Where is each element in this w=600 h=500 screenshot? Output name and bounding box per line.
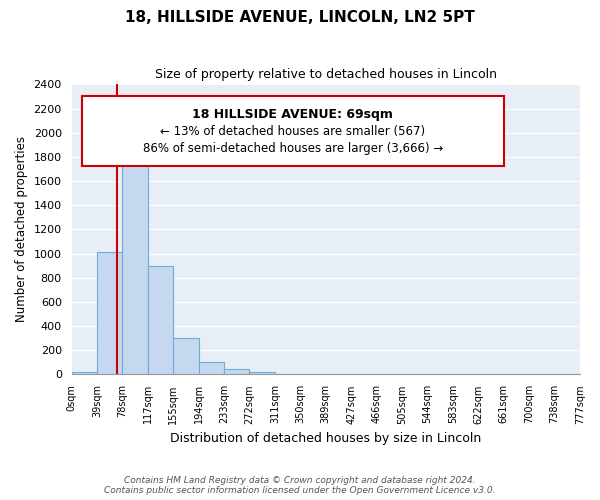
- Y-axis label: Number of detached properties: Number of detached properties: [15, 136, 28, 322]
- Bar: [250, 372, 275, 374]
- Text: 86% of semi-detached houses are larger (3,666) →: 86% of semi-detached houses are larger (…: [143, 142, 443, 156]
- Bar: [97, 252, 122, 374]
- X-axis label: Distribution of detached houses by size in Lincoln: Distribution of detached houses by size …: [170, 432, 481, 445]
- Text: Contains HM Land Registry data © Crown copyright and database right 2024.
Contai: Contains HM Land Registry data © Crown c…: [104, 476, 496, 495]
- Text: 18, HILLSIDE AVENUE, LINCOLN, LN2 5PT: 18, HILLSIDE AVENUE, LINCOLN, LN2 5PT: [125, 10, 475, 25]
- Bar: [71, 372, 97, 374]
- Text: 18 HILLSIDE AVENUE: 69sqm: 18 HILLSIDE AVENUE: 69sqm: [192, 108, 393, 120]
- Bar: [199, 362, 224, 374]
- Title: Size of property relative to detached houses in Lincoln: Size of property relative to detached ho…: [155, 68, 497, 80]
- Bar: [173, 338, 199, 374]
- Bar: [148, 266, 173, 374]
- Bar: [224, 369, 250, 374]
- Bar: [122, 150, 148, 374]
- Bar: [82, 96, 504, 166]
- Text: ← 13% of detached houses are smaller (567): ← 13% of detached houses are smaller (56…: [160, 125, 425, 138]
